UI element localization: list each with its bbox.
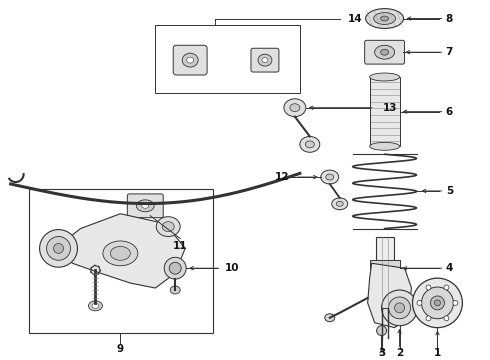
Ellipse shape (336, 201, 343, 206)
Text: 9: 9 (117, 345, 124, 355)
Ellipse shape (421, 287, 453, 319)
Ellipse shape (47, 237, 71, 260)
Ellipse shape (290, 104, 300, 112)
Ellipse shape (389, 297, 411, 319)
Ellipse shape (110, 246, 130, 260)
Ellipse shape (366, 9, 404, 28)
Ellipse shape (369, 143, 399, 150)
Text: 13: 13 (382, 103, 397, 113)
Ellipse shape (321, 170, 339, 184)
Ellipse shape (426, 316, 431, 321)
Ellipse shape (300, 136, 320, 152)
Ellipse shape (369, 73, 399, 81)
Ellipse shape (426, 285, 431, 290)
FancyBboxPatch shape (127, 194, 163, 218)
Ellipse shape (89, 301, 102, 311)
Ellipse shape (103, 241, 138, 266)
Ellipse shape (444, 316, 449, 321)
Text: 6: 6 (446, 107, 453, 117)
Ellipse shape (258, 54, 272, 66)
FancyBboxPatch shape (251, 48, 279, 72)
Ellipse shape (431, 296, 444, 310)
Text: 2: 2 (396, 348, 403, 359)
FancyBboxPatch shape (173, 45, 207, 75)
Bar (376, 237, 393, 308)
Ellipse shape (453, 300, 458, 305)
Ellipse shape (377, 326, 387, 336)
Ellipse shape (375, 45, 394, 59)
Ellipse shape (444, 285, 449, 290)
Text: 14: 14 (347, 14, 362, 23)
Ellipse shape (305, 141, 314, 148)
Ellipse shape (164, 257, 186, 279)
Ellipse shape (170, 286, 180, 294)
Ellipse shape (53, 243, 64, 253)
Ellipse shape (40, 230, 77, 267)
Text: 3: 3 (378, 348, 385, 359)
Text: 11: 11 (173, 242, 188, 251)
Ellipse shape (182, 53, 198, 67)
Ellipse shape (382, 290, 417, 326)
Ellipse shape (394, 303, 405, 313)
Polygon shape (368, 263, 412, 328)
Text: 4: 4 (446, 263, 453, 273)
FancyBboxPatch shape (365, 40, 405, 64)
Bar (28, 189, 213, 333)
Ellipse shape (156, 217, 180, 237)
Ellipse shape (136, 200, 154, 212)
Ellipse shape (332, 198, 348, 210)
Ellipse shape (381, 49, 389, 55)
Ellipse shape (187, 57, 194, 63)
Bar (155, 26, 300, 93)
Ellipse shape (169, 262, 181, 274)
Ellipse shape (162, 222, 174, 231)
Ellipse shape (142, 203, 149, 208)
Text: 10: 10 (225, 263, 239, 273)
Text: 5: 5 (446, 186, 453, 196)
Ellipse shape (92, 303, 99, 309)
Ellipse shape (374, 13, 395, 24)
Text: 7: 7 (446, 47, 453, 57)
Ellipse shape (262, 58, 268, 63)
Ellipse shape (413, 278, 463, 328)
Ellipse shape (381, 16, 389, 21)
Ellipse shape (325, 314, 335, 322)
Ellipse shape (435, 300, 441, 306)
Text: 1: 1 (434, 348, 441, 359)
Ellipse shape (326, 174, 334, 180)
Bar (369, 77, 399, 147)
Bar (369, 260, 399, 276)
Ellipse shape (417, 300, 422, 305)
Polygon shape (55, 214, 185, 288)
Ellipse shape (284, 99, 306, 117)
Text: 12: 12 (275, 172, 289, 182)
Text: 8: 8 (446, 14, 453, 23)
